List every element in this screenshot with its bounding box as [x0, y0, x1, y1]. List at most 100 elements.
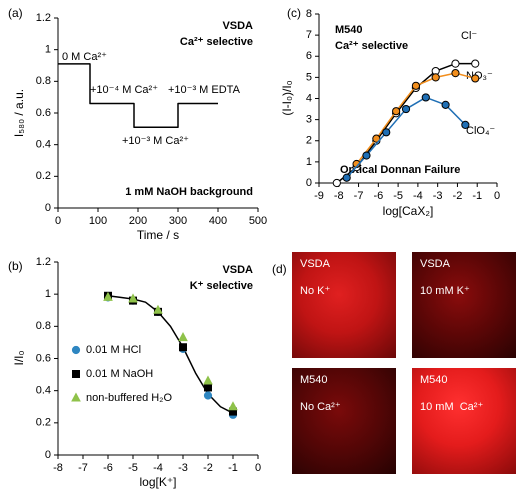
data-point: [332, 178, 341, 188]
y-tick-label: 0.4: [36, 139, 51, 151]
data-point: [421, 93, 430, 102]
data-point: [451, 59, 460, 68]
data-point: [362, 151, 371, 160]
x-tick-label: -3: [178, 462, 188, 474]
x-tick-label: -4: [413, 190, 423, 202]
data-point: [204, 383, 212, 392]
y-tick-label: 0.6: [36, 352, 51, 364]
x-tick-label: -3: [433, 190, 443, 202]
annotation: ClO₄⁻: [466, 125, 495, 137]
legend-label: 0.01 M HCl: [86, 344, 141, 356]
annotation: M540: [335, 24, 363, 36]
x-tick-label: 500: [249, 215, 267, 227]
legend-label: 0.01 M NaOH: [86, 368, 153, 380]
data-point: [401, 104, 411, 114]
image-tile: VSDA 10 mM K⁺: [412, 252, 516, 358]
x-axis-title: log[CaX₂]: [383, 204, 434, 218]
y-tick-label: 0.2: [36, 170, 51, 182]
y-tick-label: 1: [306, 156, 312, 168]
data-point: [461, 120, 470, 130]
x-tick-label: -9: [314, 190, 324, 202]
x-tick-label: 0: [494, 190, 500, 202]
data-point: [103, 291, 113, 301]
x-tick-label: -5: [128, 462, 138, 474]
tile-condition: No K⁺: [300, 285, 331, 297]
tile-dye: M540: [300, 374, 328, 386]
x-tick-label: -1: [228, 462, 238, 474]
annotation: Optical Donnan Failure: [340, 164, 460, 176]
y-tick-label: 0.8: [36, 75, 51, 87]
panel-label: (d): [272, 262, 287, 276]
y-tick-label: 1: [45, 288, 51, 300]
annotation: +10⁻⁴ M Ca²⁺: [90, 84, 158, 96]
x-tick-label: 200: [129, 215, 147, 227]
x-tick-label: 400: [209, 215, 227, 227]
y-tick-label: 0.2: [36, 417, 51, 429]
x-tick-label: -1: [472, 190, 482, 202]
y-axis-title: I/I₀: [12, 350, 26, 365]
x-tick-label: -5: [393, 190, 403, 202]
y-tick-label: 1.2: [36, 12, 51, 24]
data-point: [392, 107, 401, 116]
annotation: VSDA: [222, 20, 253, 32]
y-tick-label: 0.4: [36, 385, 51, 397]
data-point: [451, 69, 460, 78]
legend-label: non-buffered H₂O: [86, 392, 172, 404]
y-axis-title: (I-I₀)/I₀: [280, 80, 294, 115]
image-tile: VSDA No K⁺: [292, 252, 396, 358]
y-tick-label: 0: [45, 449, 51, 461]
y-tick-label: 6: [306, 50, 312, 62]
x-tick-label: 0: [255, 462, 261, 474]
data-point: [128, 293, 138, 303]
legend-marker: [72, 370, 80, 378]
data-point: [178, 332, 188, 342]
annotation: +10⁻³ M EDTA: [168, 84, 241, 96]
y-tick-label: 2: [306, 135, 312, 147]
data-point: [471, 59, 480, 68]
series-line: [107, 295, 234, 414]
x-tick-label: -7: [78, 462, 88, 474]
tile-dye: VSDA: [420, 258, 450, 270]
y-tick-label: 0: [45, 202, 51, 214]
data-point: [382, 128, 391, 137]
annotation: VSDA: [222, 264, 253, 276]
annotation: 1 mM NaOH background: [125, 186, 253, 198]
legend-marker: [71, 345, 81, 355]
annotation: Ca²⁺ selective: [335, 40, 408, 52]
y-tick-label: 0.6: [36, 107, 51, 119]
x-tick-label: -2: [453, 190, 463, 202]
tile-condition: 10 mM K⁺: [420, 285, 470, 297]
legend-marker: [71, 392, 81, 402]
y-tick-label: 8: [306, 8, 312, 20]
data-point: [153, 304, 163, 314]
tile-condition: No Ca²⁺: [300, 401, 341, 413]
data-point: [471, 74, 480, 83]
annotation: 0 M Ca²⁺: [62, 51, 107, 63]
annotation: NO₃⁻: [466, 70, 493, 82]
annotation: Ca²⁺ selective: [180, 36, 253, 48]
y-tick-label: 3: [306, 114, 312, 126]
data-point: [203, 391, 213, 400]
tile-condition: 10 mM Ca²⁺: [420, 401, 484, 413]
x-tick-label: -6: [373, 190, 383, 202]
y-tick-label: 0: [306, 177, 312, 189]
y-tick-label: 1: [45, 44, 51, 56]
x-tick-label: -7: [354, 190, 364, 202]
panel-label: (c): [287, 6, 301, 20]
y-tick-label: 5: [306, 71, 312, 83]
y-tick-label: 0.8: [36, 320, 51, 332]
data-point: [228, 401, 238, 411]
x-tick-label: -8: [334, 190, 344, 202]
x-tick-label: -8: [53, 462, 63, 474]
annotation: +10⁻³ M Ca²⁺: [122, 135, 189, 147]
x-tick-label: -4: [153, 462, 163, 474]
y-tick-label: 7: [306, 29, 312, 41]
y-tick-label: 4: [306, 92, 312, 104]
x-tick-label: -6: [103, 462, 113, 474]
data-point: [441, 100, 450, 109]
data-point: [179, 343, 187, 352]
annotation: Cl⁻: [461, 30, 477, 42]
x-tick-label: 0: [55, 215, 61, 227]
